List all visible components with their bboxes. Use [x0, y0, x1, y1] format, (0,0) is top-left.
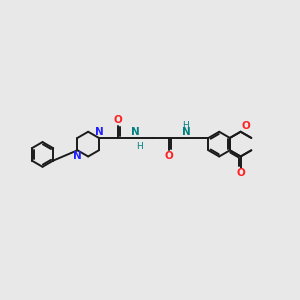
- Text: O: O: [165, 151, 173, 161]
- Text: N: N: [182, 127, 190, 137]
- Text: O: O: [236, 168, 245, 178]
- Text: N: N: [73, 151, 82, 161]
- Text: N: N: [95, 127, 103, 137]
- Text: O: O: [242, 121, 250, 131]
- Text: N: N: [131, 127, 140, 137]
- Text: H: H: [182, 121, 189, 130]
- Text: O: O: [114, 115, 122, 125]
- Text: H: H: [136, 142, 143, 151]
